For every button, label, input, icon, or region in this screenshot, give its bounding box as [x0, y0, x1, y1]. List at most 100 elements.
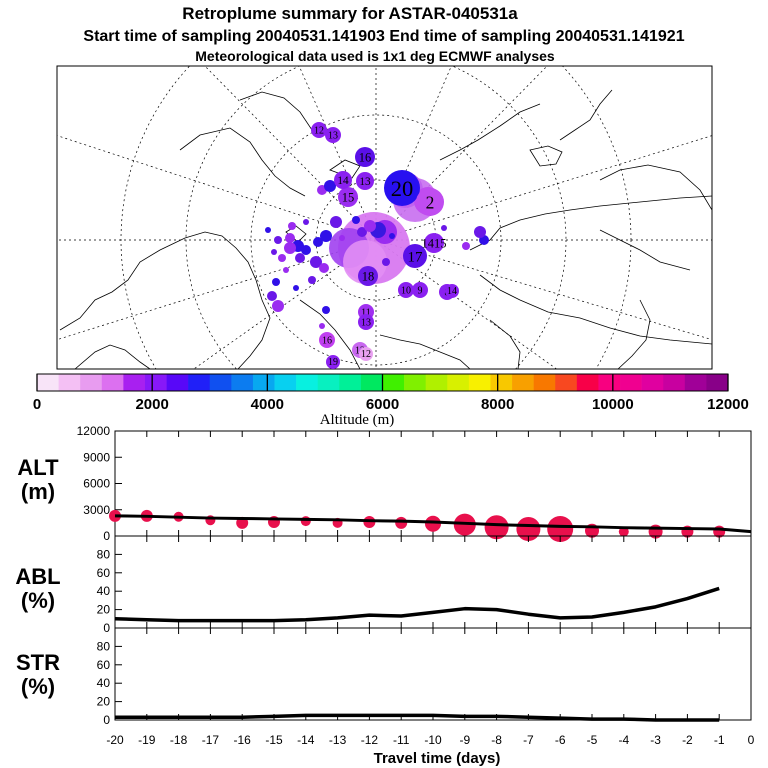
alt-circle [484, 515, 509, 540]
colorbar-swatch [620, 374, 642, 391]
plume-dot [319, 263, 329, 273]
plume-dot [272, 300, 284, 312]
colorbar-swatch [123, 374, 146, 391]
colorbar-swatch [317, 374, 340, 391]
x-tick-label: -7 [523, 733, 534, 747]
colorbar-swatch [512, 374, 534, 391]
colorbar-tick-label: 2000 [135, 396, 168, 413]
plume-day-label: 13 [359, 176, 371, 188]
y-tick-label: 0 [103, 621, 110, 635]
colorbar-swatch [252, 374, 275, 391]
plume-dot [283, 267, 289, 273]
x-tick-label: -14 [297, 733, 315, 747]
colorbar-swatch [447, 374, 470, 391]
x-tick-label: -2 [682, 733, 693, 747]
str-panel: STR (%) 0 20 40 60 80 [16, 627, 752, 727]
colorbar-swatch [101, 374, 124, 391]
colorbar-swatch [80, 374, 103, 391]
y-tick-label: 3000 [83, 503, 110, 517]
plume-dot [319, 323, 325, 329]
plume-dot [301, 245, 311, 255]
plume-day-label: 12 [314, 126, 324, 137]
y-tick-label: 40 [97, 676, 111, 690]
x-tick-label: -13 [329, 733, 347, 747]
colorbar-swatch [166, 374, 189, 391]
x-tick-label: -11 [393, 733, 410, 747]
altitude-colorbar: 0 2000 4000 6000 8000 10000 12000 [33, 373, 749, 413]
plume-dot [441, 225, 447, 231]
colorbar-tick-label: 12000 [707, 396, 749, 413]
colorbar-swatch [425, 374, 448, 391]
plume-dot [330, 216, 342, 228]
x-tick-label: -20 [106, 733, 124, 747]
plume-day-label: 16 [322, 336, 332, 347]
plume-dot [320, 230, 332, 242]
x-tick-label: -10 [424, 733, 442, 747]
plume-day-label: 20 [391, 176, 414, 201]
plume-dot [352, 216, 360, 224]
plume-dot [271, 249, 277, 255]
meteorology-note: Meteorological data used is 1x1 deg ECMW… [195, 48, 555, 64]
plume-dot [274, 236, 282, 244]
colorbar-swatch [468, 374, 491, 391]
plume-day-label: 16 [359, 151, 372, 165]
plume-centroid [325, 127, 341, 143]
map-panel: 2021514131617181415109811121316191214131… [56, 65, 713, 370]
colorbar-tick-label: 10000 [592, 396, 634, 413]
y-tick-label: 40 [97, 584, 111, 598]
y-tick-label: 60 [97, 658, 111, 672]
plume-centroid [311, 122, 327, 138]
plume-centroid [355, 147, 375, 167]
plume-dot [293, 285, 299, 291]
plume-dot [272, 278, 280, 286]
str-frame [114, 627, 752, 721]
plume-centroid [384, 170, 420, 206]
plume-day-label: 10 [401, 286, 411, 297]
sampling-times: Start time of sampling 20040531.141903 E… [83, 28, 684, 45]
colorbar-swatch [209, 374, 232, 391]
y-tick-label: 9000 [83, 450, 110, 464]
y-tick-label: 80 [97, 547, 111, 561]
plume-circles: 2021514131617181415109811121316191214131… [265, 122, 489, 369]
colorbar-swatch [555, 374, 578, 391]
plume-day-label: 11 [361, 308, 371, 319]
y-tick-label: 6000 [83, 477, 110, 491]
plume-day-label: 17 [408, 249, 424, 265]
y-tick-label: 20 [97, 603, 111, 617]
colorbar-tick-label: 6000 [366, 396, 399, 413]
plume-dot [462, 242, 470, 250]
x-tick-label: -16 [234, 733, 252, 747]
abl-line [114, 586, 720, 623]
plume-centroid [398, 282, 414, 298]
x-tick-label: -12 [361, 733, 379, 747]
colorbar-swatch [663, 374, 686, 391]
plume-centroid [356, 172, 374, 190]
x-tick-label: -6 [555, 733, 566, 747]
colorbar-swatch [296, 374, 319, 391]
plume-dot [324, 180, 336, 192]
y-tick-label: 20 [97, 695, 111, 709]
colorbar-swatch [339, 374, 362, 391]
colorbar-swatch [274, 374, 297, 391]
plume-centroid [403, 244, 427, 268]
plume-centroid [338, 187, 358, 207]
plume-dot [322, 306, 330, 314]
colorbar-swatch [490, 374, 513, 391]
alt-line [114, 514, 752, 534]
plume-day-label: 2 [426, 192, 435, 212]
plume-dot [310, 256, 322, 268]
plume-day-label: 12 [361, 349, 371, 360]
x-tick-label: -8 [491, 733, 502, 747]
plume-day-label: 9 [418, 286, 423, 297]
colorbar-tick-label: 0 [33, 396, 41, 413]
plume-dot [308, 276, 316, 284]
plume-day-label: 13 [328, 131, 338, 142]
plume-day-label: 1415 [422, 237, 447, 251]
plume-day-label: 18 [362, 270, 375, 284]
travel-time-axis: -20 -19 -18 -17 -16 -15 -14 -13 -12 -11 -10 -9 -8 -7-… [106, 733, 754, 747]
y-tick-label: 0 [103, 713, 110, 727]
x-tick-label: -18 [170, 733, 188, 747]
x-tick-label: -17 [202, 733, 220, 747]
x-tick-label: -19 [138, 733, 156, 747]
